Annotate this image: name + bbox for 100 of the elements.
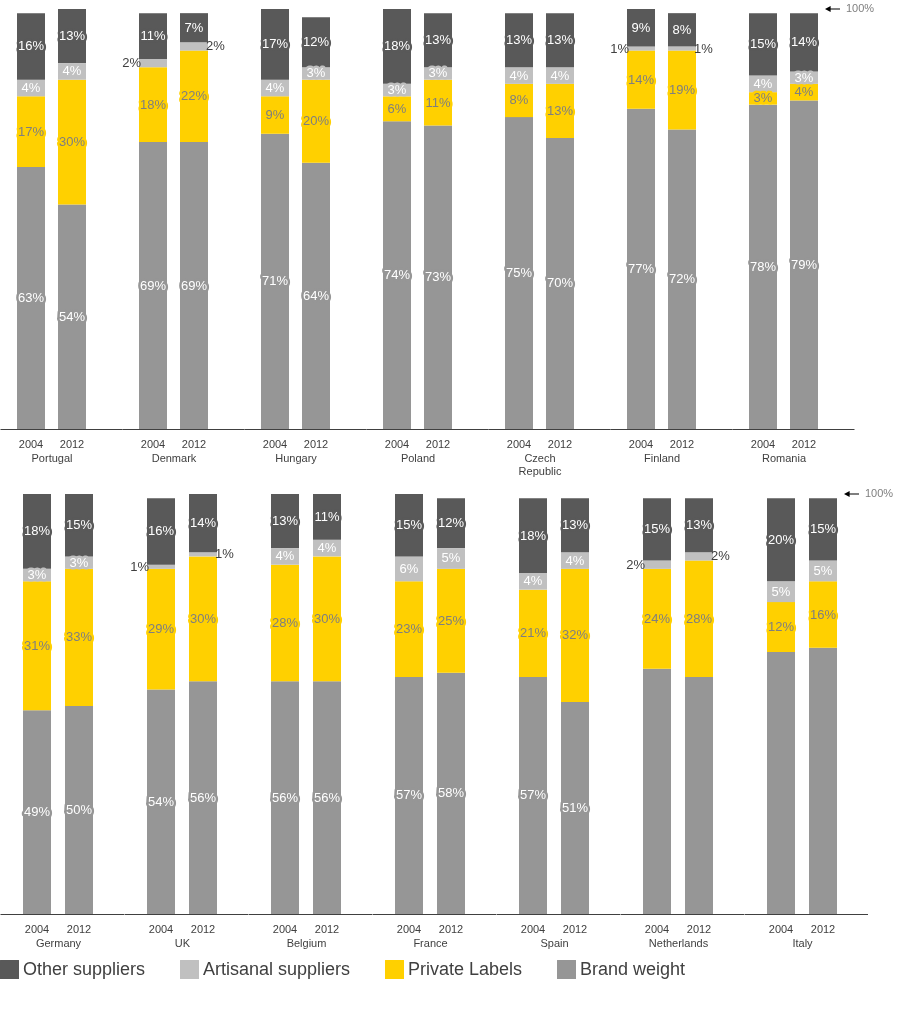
x-tick-label: 2004: [750, 437, 776, 450]
data-label: 51%: [561, 799, 589, 815]
data-label: 17%: [261, 36, 289, 52]
data-label: 2%: [626, 556, 646, 572]
bar: [519, 676, 547, 914]
bar: [546, 137, 574, 429]
data-label: 70%: [546, 275, 574, 291]
data-label: 1%: [215, 546, 235, 562]
x-tick-label: 2004: [18, 437, 44, 450]
x-tick-label: 2004: [24, 922, 50, 935]
data-label: 63%: [17, 290, 45, 306]
bar: [749, 104, 777, 429]
x-tick-label: 2012: [303, 437, 329, 450]
x-tick-label: 2004: [506, 437, 532, 450]
bar: [424, 125, 452, 429]
data-label: 17%: [17, 123, 45, 139]
data-label: 18%: [383, 38, 411, 54]
data-label: 54%: [58, 308, 86, 324]
bar: [147, 689, 175, 914]
data-label: 18%: [139, 96, 167, 112]
data-label: 30%: [313, 610, 341, 626]
data-label: 21%: [519, 625, 547, 641]
data-label: 15%: [749, 36, 777, 52]
data-label: 6%: [387, 100, 407, 116]
data-label: 2%: [206, 38, 226, 54]
bar: [643, 668, 671, 914]
x-axis-title: Czech Republic: [518, 451, 562, 477]
bar: [180, 142, 208, 429]
data-label: 3%: [306, 65, 326, 81]
data-label: 1%: [610, 40, 630, 56]
data-label: 73%: [424, 269, 452, 285]
data-label: 3%: [27, 567, 47, 583]
x-tick-label: 2012: [66, 922, 92, 935]
bar: [643, 560, 671, 569]
data-label: 56%: [189, 789, 217, 805]
data-label: 1%: [130, 558, 150, 574]
bar: [261, 133, 289, 429]
data-label: 16%: [17, 38, 45, 54]
data-label: 13%: [424, 32, 452, 48]
x-axis-title: Finland: [643, 451, 681, 464]
data-label: 4%: [62, 63, 82, 79]
data-label: 4%: [265, 80, 285, 96]
x-axis-title: Romania: [761, 451, 807, 464]
data-label: 72%: [668, 271, 696, 287]
data-label: 75%: [505, 265, 533, 281]
x-tick-label: 2012: [314, 922, 340, 935]
x-tick-label: 2004: [384, 437, 410, 450]
data-label: 3%: [794, 69, 814, 85]
bar: [189, 681, 217, 914]
data-label: 74%: [383, 267, 411, 283]
data-label: 13%: [685, 517, 713, 533]
bar: [767, 652, 795, 914]
data-label: 22%: [180, 88, 208, 104]
data-label: 16%: [809, 606, 837, 622]
bar: [561, 701, 589, 914]
data-label: 12%: [302, 34, 330, 50]
bar: [147, 564, 175, 569]
data-label: 24%: [643, 610, 671, 626]
data-label: 18%: [23, 523, 51, 539]
data-label: 9%: [265, 107, 285, 123]
data-label: 9%: [631, 19, 651, 35]
bar: [313, 681, 341, 914]
x-axis-title: Italy: [792, 936, 814, 949]
bar: [180, 42, 208, 51]
x-axis-title: France: [413, 936, 448, 949]
data-label: 5%: [441, 550, 461, 566]
data-label: 25%: [437, 612, 465, 628]
bar: [23, 710, 51, 914]
x-axis-title: Poland: [400, 451, 436, 464]
data-label: 15%: [643, 521, 671, 537]
data-label: 14%: [790, 34, 818, 50]
data-label: 11%: [140, 28, 166, 44]
data-label: 18%: [519, 527, 547, 543]
data-label: 2%: [711, 548, 731, 564]
bar: [685, 676, 713, 914]
data-label: 3%: [387, 82, 407, 98]
x-tick-label: 2012: [547, 437, 573, 450]
x-axis-title: Netherlands: [648, 936, 709, 949]
bar: [302, 162, 330, 429]
bar: [65, 706, 93, 914]
x-axis-title: Belgium: [286, 936, 327, 949]
x-tick-label: 2004: [644, 922, 670, 935]
x-tick-label: 2012: [791, 437, 817, 450]
data-label: 12%: [767, 619, 795, 635]
legend-label: Artisanal suppliers: [203, 958, 351, 979]
data-label: 19%: [668, 82, 696, 98]
data-label: 13%: [271, 513, 299, 529]
bar: [790, 100, 818, 429]
data-label: 4%: [565, 552, 585, 568]
x-tick-label: 2012: [438, 922, 464, 935]
data-label: 4%: [523, 573, 543, 589]
data-label: 4%: [317, 540, 337, 556]
annotation: 100%: [865, 487, 894, 499]
data-label: 64%: [302, 287, 330, 303]
bar: [58, 204, 86, 429]
x-tick-label: 2004: [768, 922, 794, 935]
x-tick-label: 2012: [686, 922, 712, 935]
bar: [139, 142, 167, 429]
x-axis-title: Denmark: [151, 451, 197, 464]
data-label: 12%: [437, 515, 465, 531]
